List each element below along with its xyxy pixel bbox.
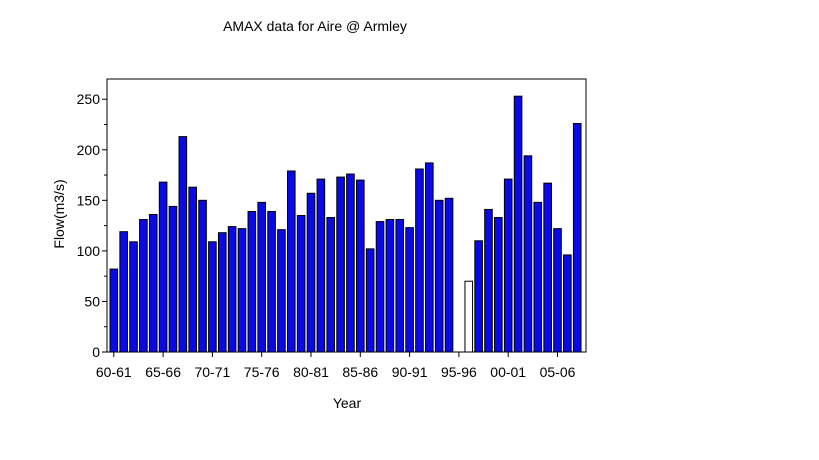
y-tick-label: 200 — [77, 142, 101, 158]
bar-66-67 — [168, 205, 178, 353]
bar-94-95 — [444, 197, 454, 353]
bar-74-75 — [247, 210, 257, 353]
bar-63-64 — [139, 219, 148, 353]
bar-84-85 — [346, 173, 355, 353]
x-tick-label: 80-81 — [293, 364, 329, 380]
bar-85-86 — [356, 179, 365, 353]
bar-86-87 — [365, 248, 375, 353]
x-tick-label: 90-91 — [392, 364, 428, 380]
y-tick-label: 100 — [77, 243, 101, 259]
bar-07-08 — [572, 122, 582, 353]
bar-89-90 — [395, 219, 405, 353]
x-tick-label: 65-66 — [145, 364, 181, 380]
x-tick-label: 85-86 — [342, 364, 378, 380]
bar-83-84 — [336, 176, 345, 353]
plot-area: 0 50 100 150 200 250 60-61 65-66 70-71 75-76 80-81… — [77, 78, 587, 380]
bar-78-79 — [286, 170, 296, 353]
bar-62-63 — [129, 241, 138, 353]
bar-68-69 — [188, 186, 197, 353]
x-tick-label: 95-96 — [441, 364, 477, 380]
bar-00-01 — [503, 178, 513, 353]
bar-61-62 — [119, 231, 128, 353]
bar-96-97 — [464, 280, 474, 353]
y-tick-label: 50 — [84, 293, 100, 309]
bar-01-02 — [513, 95, 523, 353]
bar-79-80 — [296, 215, 306, 353]
bar-80-81 — [306, 192, 316, 353]
bar-72-73 — [227, 226, 237, 353]
bar-75-76 — [257, 201, 266, 353]
bar-81-82 — [316, 178, 326, 353]
x-tick-label: 60-61 — [96, 364, 132, 380]
bar-69-70 — [198, 199, 207, 353]
bar-67-68 — [178, 136, 188, 353]
bar-04-05 — [543, 182, 552, 353]
y-tick-label: 0 — [92, 344, 100, 360]
bar-73-74 — [237, 228, 247, 353]
bar-02-03 — [523, 155, 533, 353]
bar-91-92 — [415, 168, 424, 353]
bar-76-77 — [267, 210, 276, 353]
bar-77-78 — [277, 229, 286, 353]
bar-82-83 — [326, 217, 336, 353]
bar-03-04 — [533, 201, 543, 353]
bar-70-71 — [208, 241, 217, 353]
bar-65-66 — [158, 181, 168, 353]
y-tick-label: 150 — [77, 192, 101, 208]
bar-64-65 — [148, 213, 158, 353]
y-tick-label: 250 — [77, 91, 101, 107]
bar-97-98 — [474, 240, 483, 353]
chart-title: AMAX data for Aire @ Armley — [223, 18, 407, 34]
bar-60-61 — [109, 268, 119, 353]
y-axis-label: Flow(m3/s) — [51, 179, 67, 248]
x-tick-label: 05-06 — [540, 364, 576, 380]
x-axis-label: Year — [333, 395, 362, 411]
bar-99-00 — [494, 217, 503, 353]
bar-88-89 — [385, 219, 395, 353]
bar-87-88 — [375, 221, 385, 353]
bar-93-94 — [434, 199, 444, 353]
bar-90-91 — [405, 227, 414, 353]
bar-71-72 — [217, 232, 227, 353]
bar-92-93 — [425, 162, 434, 353]
x-tick-label: 00-01 — [490, 364, 526, 380]
x-tick-label: 75-76 — [244, 364, 280, 380]
bar-05-06 — [553, 228, 562, 353]
bar-06-07 — [563, 254, 572, 353]
bar-98-99 — [484, 208, 493, 353]
x-tick-label: 70-71 — [194, 364, 230, 380]
